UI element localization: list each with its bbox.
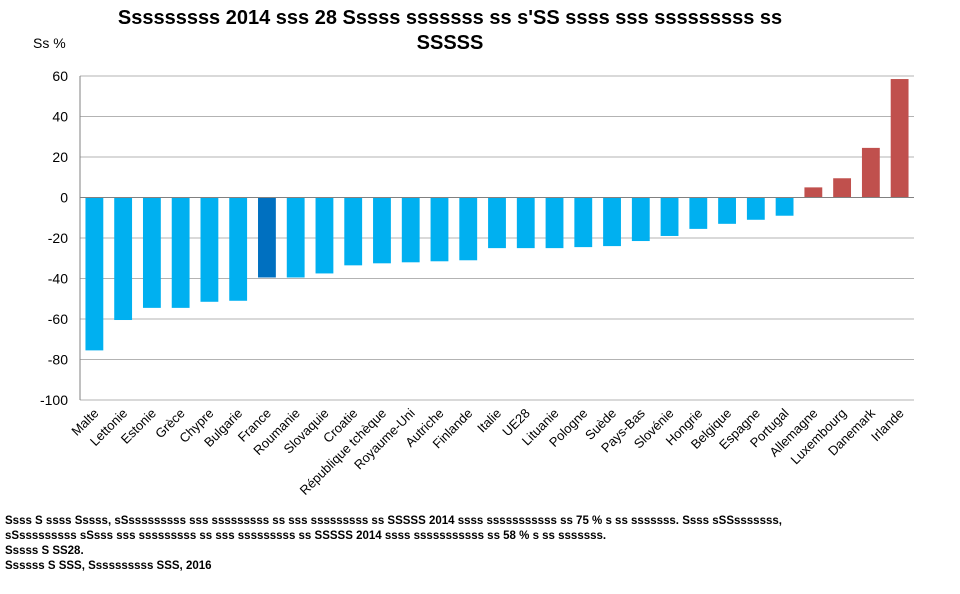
bar-autriche xyxy=(430,197,449,262)
bar-italie xyxy=(488,197,506,249)
y-axis-ticks: 60 40 20 0 -20 -40 -60 -80 -100 xyxy=(40,68,68,408)
y-tick-label: -20 xyxy=(48,230,68,246)
source-line: Ssssss S SSS, Ssssssssss SSS, 2016 xyxy=(5,560,212,572)
bar-espagne xyxy=(746,197,765,220)
bar-france xyxy=(258,197,276,278)
bar-bulgarie xyxy=(229,197,248,301)
y-tick-label: 0 xyxy=(60,190,68,206)
bar-royaume-uni xyxy=(401,197,420,263)
bar-hongrie xyxy=(689,197,708,229)
y-tick-label: 20 xyxy=(52,149,68,165)
axes xyxy=(79,76,914,400)
bar-gr-ce xyxy=(171,197,190,308)
bar-malte xyxy=(85,197,104,351)
bar-irlande xyxy=(890,79,909,198)
bar-chart: 60 40 20 0 -20 -40 -60 -80 -100 MalteLettonieEst… xyxy=(40,68,914,498)
bar-chypre xyxy=(200,197,219,302)
bar-slov-nie xyxy=(660,197,679,236)
note-line: Sssss S SS28. xyxy=(5,545,84,557)
bar-pologne xyxy=(574,197,593,248)
chart-title: Sssssssss 2014 sss 28 Sssss sssssss ss s… xyxy=(117,7,783,54)
x-category-label: Italie xyxy=(474,406,504,436)
note-line: Ssss S ssss Sssss, sSsssssssss sss sssss… xyxy=(5,515,782,527)
x-axis-category-labels: MalteLettonieEstonieGrèceChypreBulgarieF… xyxy=(68,405,906,498)
y-axis-unit-label: Ss % xyxy=(33,35,66,51)
x-category-label: Irlande xyxy=(868,406,907,445)
y-tick-label: 40 xyxy=(52,109,68,125)
y-tick-label: -80 xyxy=(48,352,68,368)
chart-notes: Ssss S ssss Sssss, sSsssssssss sss sssss… xyxy=(5,514,955,574)
bar-belgique xyxy=(718,197,736,224)
bar-allemagne xyxy=(804,187,823,198)
bar-estonie xyxy=(142,197,161,308)
bar-pays-bas xyxy=(631,197,650,242)
bar-r-publique-tch-que xyxy=(373,197,391,264)
bar-danemark xyxy=(861,147,880,198)
y-tick-label: -60 xyxy=(48,311,68,327)
bars xyxy=(85,79,909,351)
bar-croatie xyxy=(344,197,363,266)
bar-portugal xyxy=(775,197,794,216)
bar-su-de xyxy=(603,197,621,247)
bar-lituanie xyxy=(545,197,564,249)
bar-roumanie xyxy=(286,197,305,278)
bar-ue28 xyxy=(516,197,535,249)
y-tick-label: 60 xyxy=(52,68,68,84)
bar-lettonie xyxy=(114,197,133,321)
note-line: sSsssssssss sSsss sss sssssssss ss sss s… xyxy=(5,530,607,542)
y-tick-label: -40 xyxy=(48,271,68,287)
bar-luxembourg xyxy=(833,178,852,198)
bar-finlande xyxy=(459,197,478,261)
y-tick-label: -100 xyxy=(40,392,68,408)
bar-slovaquie xyxy=(315,197,334,274)
